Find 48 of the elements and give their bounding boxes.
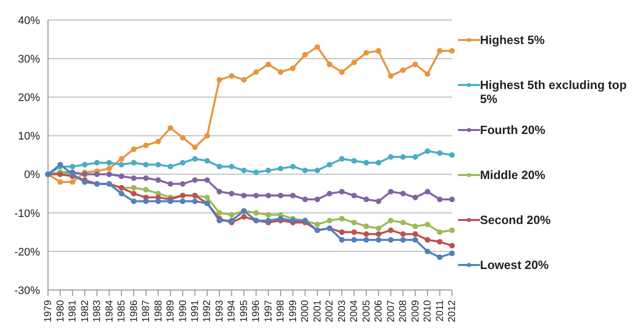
y-tick-label: -20% <box>14 246 40 258</box>
x-tick-label: 2012 <box>447 300 458 322</box>
x-tick-label: 2010 <box>422 300 434 322</box>
x-tick-label: 2007 <box>386 300 397 322</box>
x-tick-label: 1985 <box>116 300 128 322</box>
legend-label: Middle 20% <box>480 168 546 182</box>
x-tick-label: 2008 <box>398 300 410 322</box>
x-tick-label: 1998 <box>276 300 287 322</box>
x-tick-label: 1982 <box>80 300 91 322</box>
legend-label: Highest 5th excluding top 5% <box>480 78 628 106</box>
legend-label: Fourth 20% <box>480 123 546 137</box>
x-tick-label: 1987 <box>141 300 152 322</box>
x-tick-label: 1995 <box>238 300 250 322</box>
x-tick-label: 1991 <box>190 300 202 322</box>
x-tick-label: 1994 <box>226 300 238 322</box>
x-tick-label: 2005 <box>361 300 372 322</box>
x-tick-label: 1996 <box>251 300 262 322</box>
x-tick-label: 1980 <box>55 300 66 322</box>
x-tick-label: 1990 <box>178 300 189 322</box>
x-tick-label: 2002 <box>324 300 336 322</box>
x-tick-label: 2000 <box>300 300 312 322</box>
y-tick-label: 30% <box>18 53 40 66</box>
x-tick-label: 1981 <box>68 300 79 322</box>
y-tick-label: -30% <box>14 284 40 297</box>
y-tick-label: 20% <box>18 92 40 104</box>
x-tick-label: 1989 <box>166 300 177 322</box>
x-tick-label: 1979 <box>43 300 54 322</box>
x-tick-label: 1983 <box>92 300 104 322</box>
legend-label: Second 20% <box>480 213 551 227</box>
x-tick-label: 1992 <box>202 300 214 322</box>
x-tick-label: 2001 <box>312 300 324 322</box>
legend-label: Lowest 20% <box>480 258 549 272</box>
x-tick-label: 1997 <box>263 300 274 322</box>
y-tick-label: 10% <box>18 130 40 143</box>
y-tick-label: 40% <box>18 14 40 27</box>
x-tick-label: 2004 <box>349 300 360 322</box>
y-tick-label: 0% <box>24 169 40 182</box>
legend-label: Highest 5% <box>480 33 545 47</box>
x-tick-label: 1984 <box>104 300 116 322</box>
x-tick-label: 2003 <box>336 300 348 322</box>
x-tick-label: 1986 <box>128 300 140 322</box>
x-tick-label: 2006 <box>374 300 385 322</box>
x-tick-label: 2011 <box>434 300 446 322</box>
x-tick-label: 1993 <box>214 300 226 322</box>
x-tick-label: 2009 <box>410 300 422 322</box>
x-tick-label: 1988 <box>153 300 164 322</box>
y-tick-label: -10% <box>14 208 40 220</box>
x-tick-label: 1999 <box>288 300 299 322</box>
